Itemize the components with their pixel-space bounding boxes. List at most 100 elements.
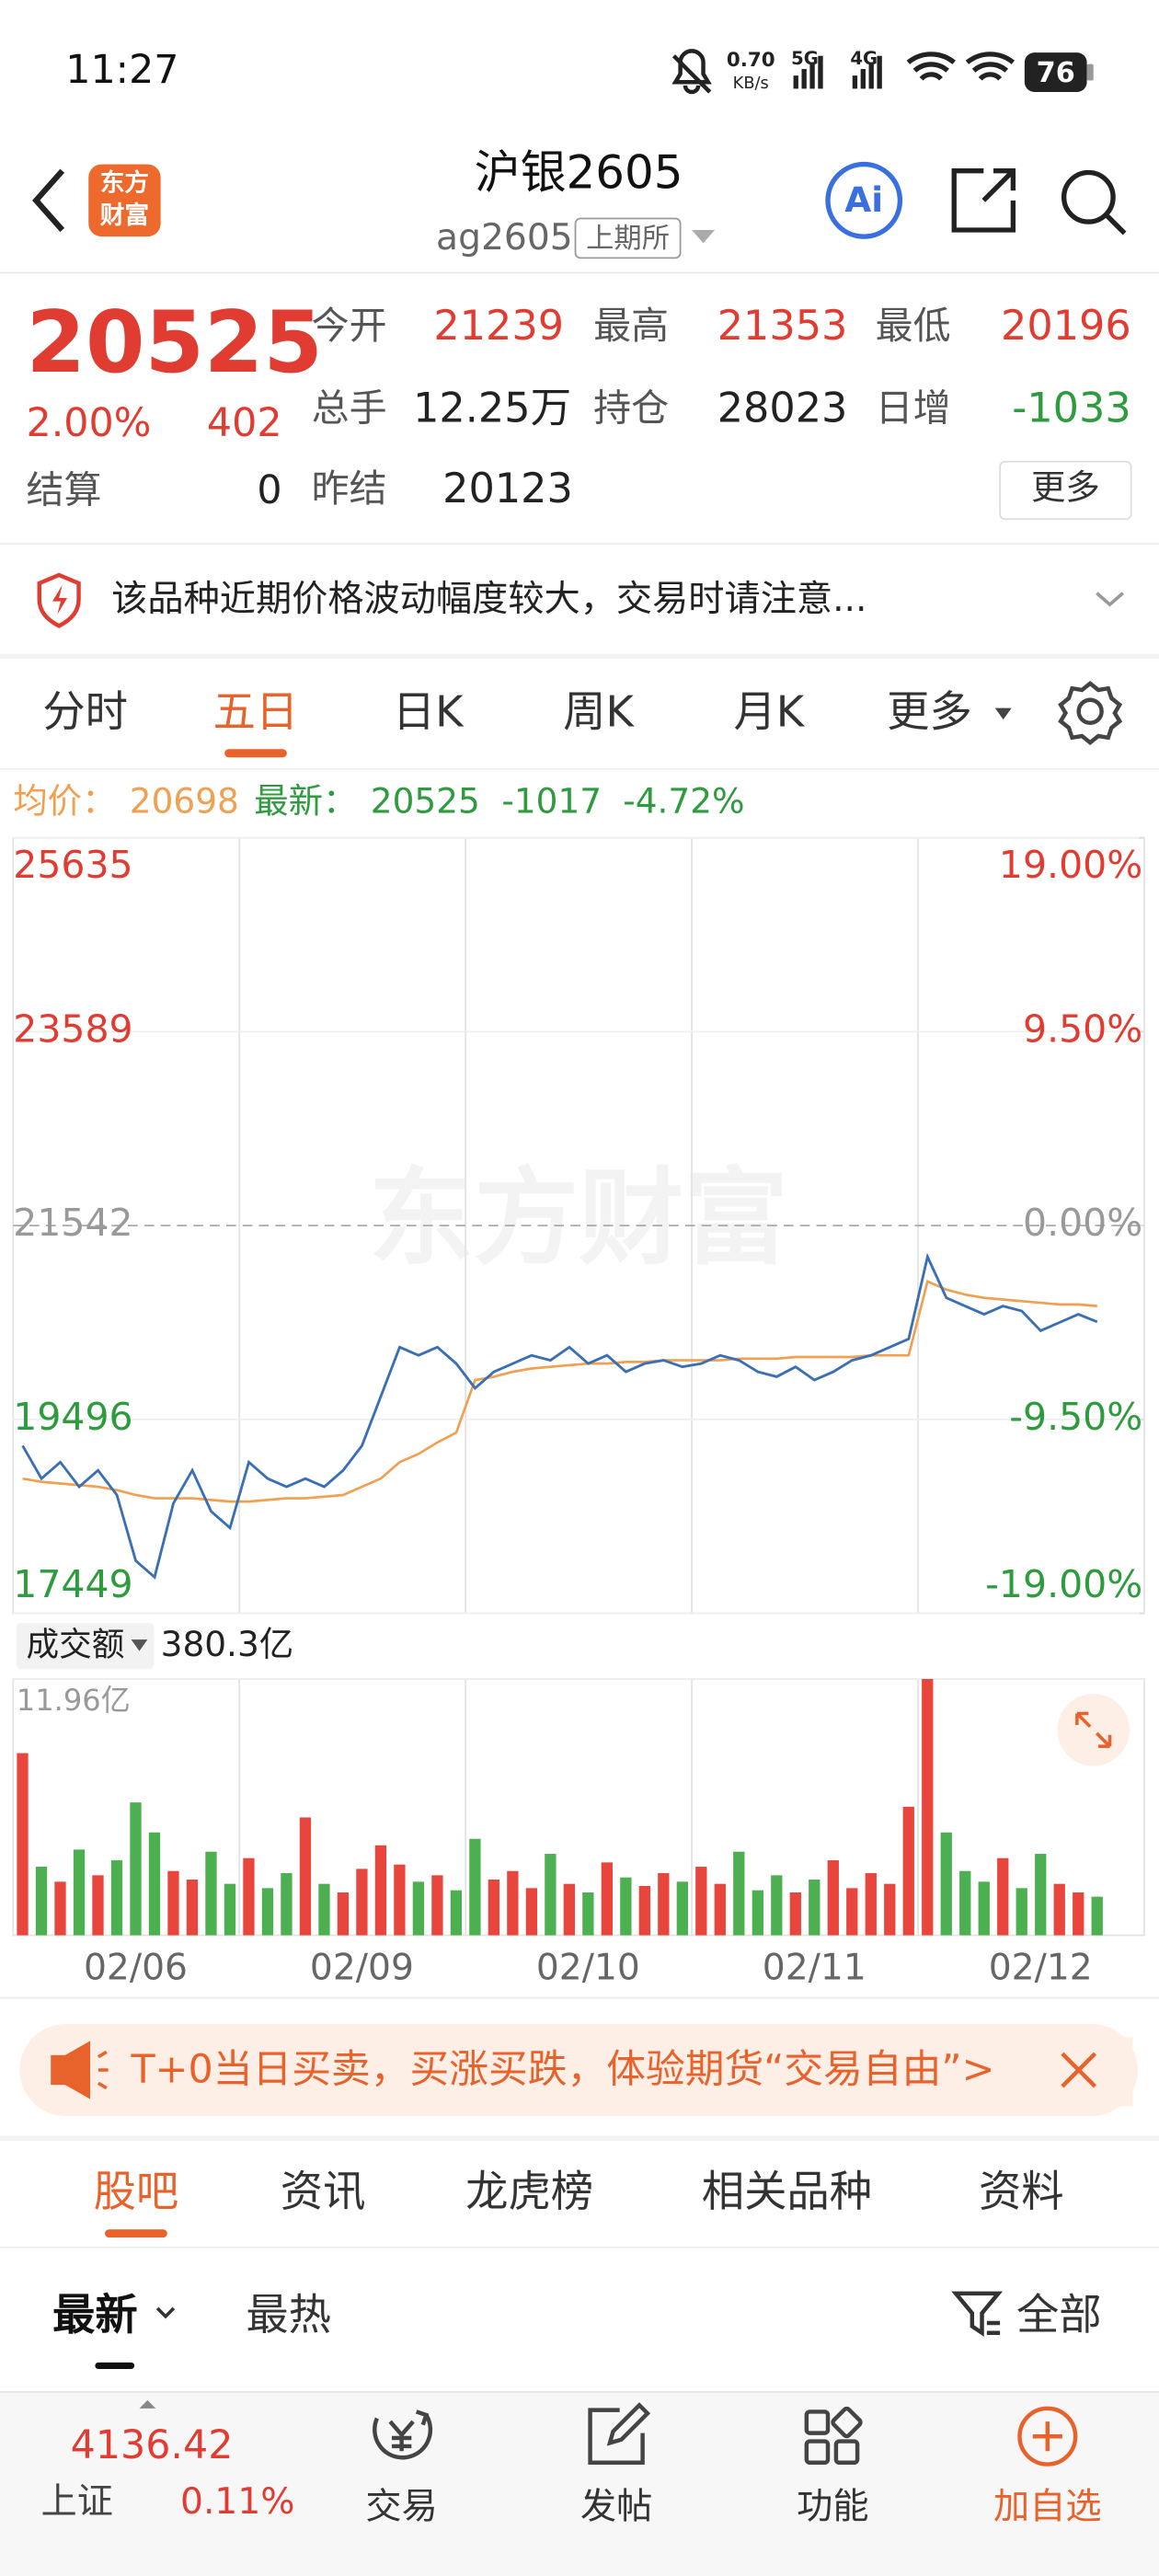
instrument-title: 沪银2605 (475, 146, 683, 200)
field-label: 最低 (876, 304, 951, 348)
average-line (22, 1280, 1097, 1503)
tab[interactable]: 相关品种 (702, 2167, 872, 2216)
y-tick-label: 21542 (13, 1201, 132, 1245)
volume-bar (563, 1883, 576, 1936)
tab[interactable]: 更多 (887, 686, 972, 736)
y2-tick-label: 0.00% (1023, 1201, 1142, 1245)
signal-label: 5G (791, 48, 819, 69)
index-name: 上证 (41, 2481, 113, 2523)
divider (0, 2135, 1159, 2141)
more-button[interactable] (999, 460, 1132, 521)
tab[interactable]: 股吧 (94, 2167, 179, 2216)
volume-bar (92, 1875, 104, 1936)
tab[interactable]: 日K (393, 686, 465, 736)
sort-underline (95, 2362, 135, 2369)
tab[interactable]: 资料 (979, 2167, 1064, 2216)
volume-bar (299, 1817, 312, 1936)
volume-bar (714, 1883, 726, 1936)
sort-hot[interactable]: 最热 (246, 2290, 331, 2340)
legend-value: -4.72% (623, 781, 744, 822)
watermark: 东方财富 (369, 1156, 788, 1279)
volume-bar (846, 1888, 858, 1936)
index-change: 0.11% (180, 2481, 295, 2523)
tab[interactable]: 五日 (213, 686, 299, 736)
volume-bar (959, 1870, 971, 1936)
volume-bar (545, 1854, 557, 1936)
quote-fields: 今开 21239 最高 21353 最低 20196 总手 12.25万 持仓 28023 日增 -1… (312, 302, 1131, 512)
exchange-name: 上期所 (586, 223, 670, 255)
tab[interactable]: 周K (563, 686, 635, 736)
field-value: 21353 (717, 302, 848, 350)
risk-notice[interactable]: 该品种近期价格波动幅度较大，交易时请注意... (111, 579, 866, 620)
volume-selector[interactable] (16, 1623, 155, 1670)
volume-bar (601, 1862, 613, 1936)
field-value: 28023 (717, 384, 848, 431)
back-button[interactable] (32, 168, 65, 233)
share-button[interactable] (951, 168, 1016, 233)
volume-bar (318, 1883, 330, 1936)
volume-bar (525, 1888, 538, 1936)
y2-tick-label: -19.00% (985, 1562, 1142, 1606)
nav-label[interactable]: 加自选 (993, 2486, 1102, 2527)
close-button[interactable] (1061, 2052, 1097, 2088)
legend-value: 20698 (130, 781, 239, 822)
volume-bar (940, 1832, 952, 1936)
volume-bar (431, 1875, 443, 1936)
promo-banner[interactable] (19, 2024, 1138, 2116)
nav-label[interactable]: 交易 (365, 2486, 437, 2527)
volume-bar (110, 1860, 123, 1936)
legend-label: 均价： (13, 781, 116, 822)
expand-chevron[interactable] (1096, 592, 1124, 607)
tab[interactable]: 资讯 (281, 2167, 366, 2216)
x-tick-label: 02/12 (989, 1948, 1093, 1989)
plot-frame (12, 1678, 1145, 1937)
volume-bar (695, 1867, 707, 1936)
y2-tick-label: -9.50% (1009, 1395, 1142, 1439)
tab-underline (105, 2229, 167, 2238)
volume-bar (17, 1753, 29, 1936)
search-button[interactable] (1061, 169, 1127, 236)
legend-value: 20525 (371, 781, 480, 822)
filter-icon[interactable] (951, 2291, 1004, 2337)
volume-bar (394, 1864, 406, 1936)
filter-label[interactable]: 全部 (1016, 2290, 1102, 2340)
volume-bar (374, 1845, 387, 1936)
volume-bar (35, 1867, 48, 1936)
price-chart: 17449 19496 21542 23589 25635 -19.00% -9.50% 0.… (12, 836, 1145, 1615)
nav-label[interactable]: 功能 (797, 2486, 868, 2527)
settings-button[interactable] (1058, 680, 1123, 746)
field-label: 最高 (593, 304, 669, 348)
ai-button[interactable] (825, 161, 903, 239)
index-value[interactable]: 4136.42 (71, 2422, 234, 2468)
x-tick-label: 02/11 (763, 1948, 866, 1989)
instrument-code: ag2605 (436, 217, 573, 259)
volume-total: 380.3亿 (161, 1624, 294, 1664)
volume-bar (148, 1832, 161, 1936)
field-label: 昨结 (312, 466, 387, 511)
volume-bar (1091, 1896, 1103, 1936)
sort-latest[interactable]: 最新 (52, 2290, 138, 2340)
field-label: 总手 (312, 385, 387, 430)
x-tick-label: 02/09 (310, 1948, 414, 1989)
tab[interactable]: 龙虎榜 (465, 2167, 593, 2216)
tab[interactable]: 分时 (42, 686, 128, 736)
exchange-badge (574, 217, 682, 259)
tab[interactable]: 月K (733, 686, 805, 736)
nav-icon (588, 2402, 651, 2466)
nav-icon (1017, 2406, 1078, 2467)
x-tick-label: 02/06 (84, 1948, 188, 1989)
field-value: 21239 (433, 302, 564, 350)
content-tabs: 股吧 资讯 龙虎榜 相关品种 资料 (94, 2167, 1064, 2238)
nav-label[interactable]: 发帖 (580, 2486, 652, 2527)
status-icons (671, 49, 1094, 95)
volume-bar (809, 1880, 820, 1936)
ai-label: Ai (844, 179, 883, 220)
field-label: 日增 (876, 385, 951, 430)
volume-bar (658, 1873, 670, 1936)
field-label: 今开 (312, 304, 387, 348)
y-tick-label: 11.96亿 (17, 1683, 131, 1718)
dropdown-arrow[interactable] (692, 230, 716, 244)
y-tick-label: 19496 (13, 1395, 132, 1439)
expand-button[interactable] (1057, 1694, 1130, 1766)
